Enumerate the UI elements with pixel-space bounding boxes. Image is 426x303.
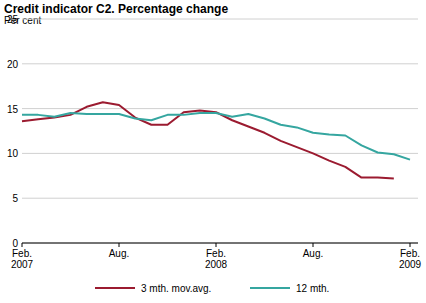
y-tick-label: 25 (7, 14, 19, 25)
x-tick-label: Feb.2007 (11, 248, 34, 270)
x-tick (119, 243, 120, 247)
x-tick-label: Feb.2008 (205, 248, 228, 270)
x-tick-label-line: 2008 (205, 259, 228, 270)
x-tick-label: Aug. (303, 248, 324, 259)
y-tick-label: 10 (7, 148, 19, 159)
legend-label: 12 mth. (296, 283, 329, 294)
y-label: Per cent (4, 15, 41, 26)
x-tick-label-line: 2007 (11, 259, 34, 270)
x-tick-label: Aug. (109, 248, 130, 259)
legend-swatch (95, 287, 135, 289)
x-tick (216, 243, 217, 247)
x-tick-label-line: Feb. (206, 248, 226, 259)
series-line (22, 113, 410, 160)
legend-swatch (250, 287, 290, 289)
y-tick-label: 15 (7, 104, 19, 115)
grid-line (22, 19, 418, 20)
x-tick (22, 243, 23, 247)
y-axis (22, 19, 23, 243)
grid-line (22, 63, 418, 64)
grid-line (22, 243, 418, 244)
x-tick-label-line: Aug. (303, 248, 324, 259)
grid-line (22, 198, 418, 199)
plot-area (22, 102, 410, 178)
x-tick-label-line: 2009 (399, 259, 422, 270)
chart: Credit indicator C2. Percentage changePe… (0, 0, 426, 303)
x-axis (22, 243, 418, 244)
x-tick-label: Feb.2009 (399, 248, 422, 270)
grid-line (22, 153, 418, 154)
legend-label: 3 mth. mov.avg. (141, 283, 211, 294)
x-tick-label-line: Feb. (400, 248, 420, 259)
title: Credit indicator C2. Percentage change (4, 2, 228, 16)
x-tick (313, 243, 314, 247)
y-tick-label: 20 (7, 59, 19, 70)
y-tick-label: 5 (12, 193, 18, 204)
x-tick-label-line: Aug. (109, 248, 130, 259)
x-tick (410, 243, 411, 247)
x-tick-label-line: Feb. (12, 248, 32, 259)
